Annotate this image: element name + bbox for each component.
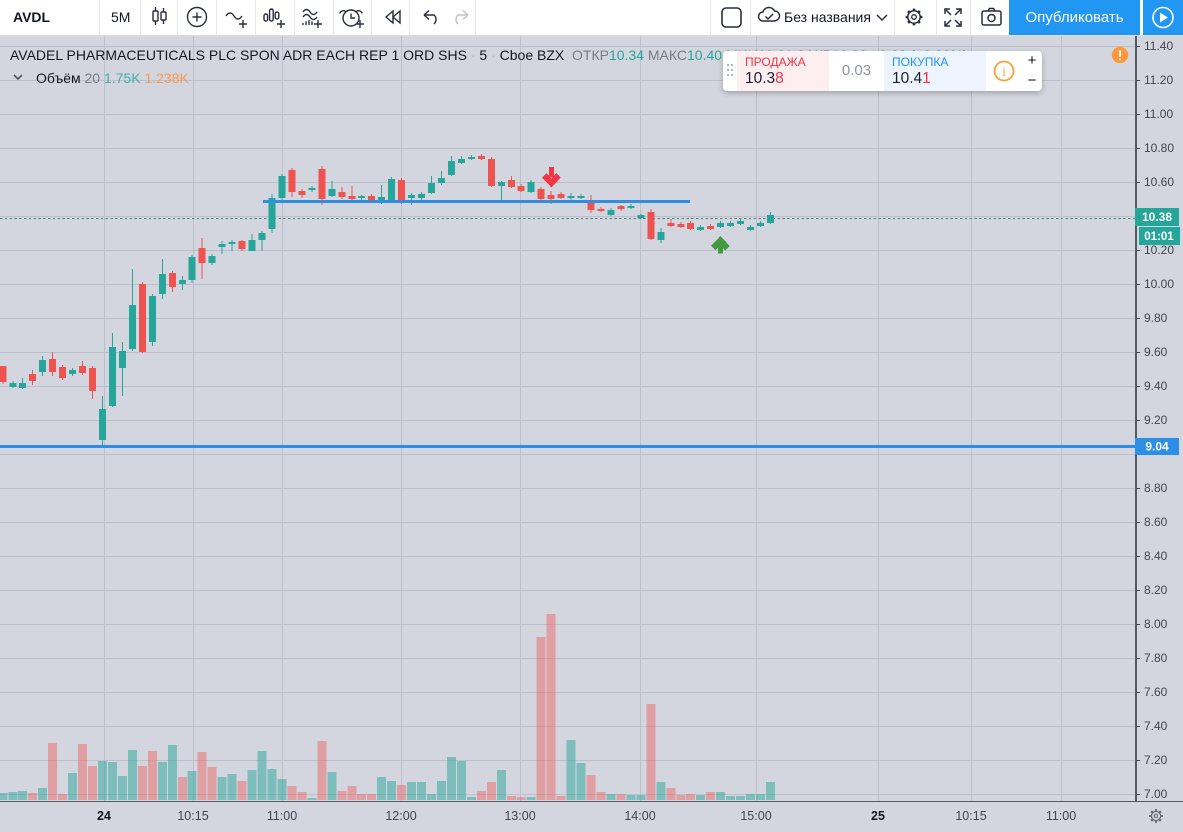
- svg-text:14:00: 14:00: [624, 809, 655, 823]
- svg-text:7.00: 7.00: [1144, 787, 1168, 801]
- svg-text:9.20: 9.20: [1144, 413, 1168, 427]
- svg-text:15:00: 15:00: [740, 809, 771, 823]
- svg-text:9.80: 9.80: [1144, 311, 1168, 325]
- svg-text:11.00: 11.00: [1144, 107, 1173, 121]
- svg-text:13:00: 13:00: [504, 809, 535, 823]
- svg-text:7.60: 7.60: [1144, 685, 1168, 699]
- svg-text:10.38: 10.38: [1142, 210, 1172, 224]
- svg-text:11.20: 11.20: [1144, 73, 1173, 87]
- svg-text:7.40: 7.40: [1144, 719, 1168, 733]
- svg-text:8.40: 8.40: [1144, 549, 1168, 563]
- svg-text:24: 24: [97, 809, 111, 823]
- svg-text:8.00: 8.00: [1144, 617, 1168, 631]
- svg-text:25: 25: [871, 809, 885, 823]
- svg-text:8.20: 8.20: [1144, 583, 1168, 597]
- svg-text:11:00: 11:00: [1046, 809, 1076, 823]
- svg-text:11.40: 11.40: [1144, 39, 1173, 53]
- svg-text:10.20: 10.20: [1144, 243, 1174, 257]
- svg-text:10.00: 10.00: [1144, 277, 1174, 291]
- svg-text:9.04: 9.04: [1145, 440, 1169, 454]
- svg-text:10:15: 10:15: [955, 809, 986, 823]
- svg-text:8.80: 8.80: [1144, 481, 1168, 495]
- svg-text:i: i: [1002, 64, 1006, 79]
- svg-text:7.20: 7.20: [1144, 753, 1168, 767]
- svg-text:9.60: 9.60: [1144, 345, 1168, 359]
- svg-text:12:00: 12:00: [385, 809, 416, 823]
- svg-text:11:00: 11:00: [267, 809, 297, 823]
- svg-text:7.80: 7.80: [1144, 651, 1168, 665]
- svg-text:8.60: 8.60: [1144, 515, 1168, 529]
- svg-text:9.40: 9.40: [1144, 379, 1168, 393]
- svg-text:10.60: 10.60: [1144, 175, 1174, 189]
- svg-text:01:01: 01:01: [1144, 231, 1174, 243]
- svg-text:10:15: 10:15: [177, 809, 208, 823]
- svg-text:10.80: 10.80: [1144, 141, 1174, 155]
